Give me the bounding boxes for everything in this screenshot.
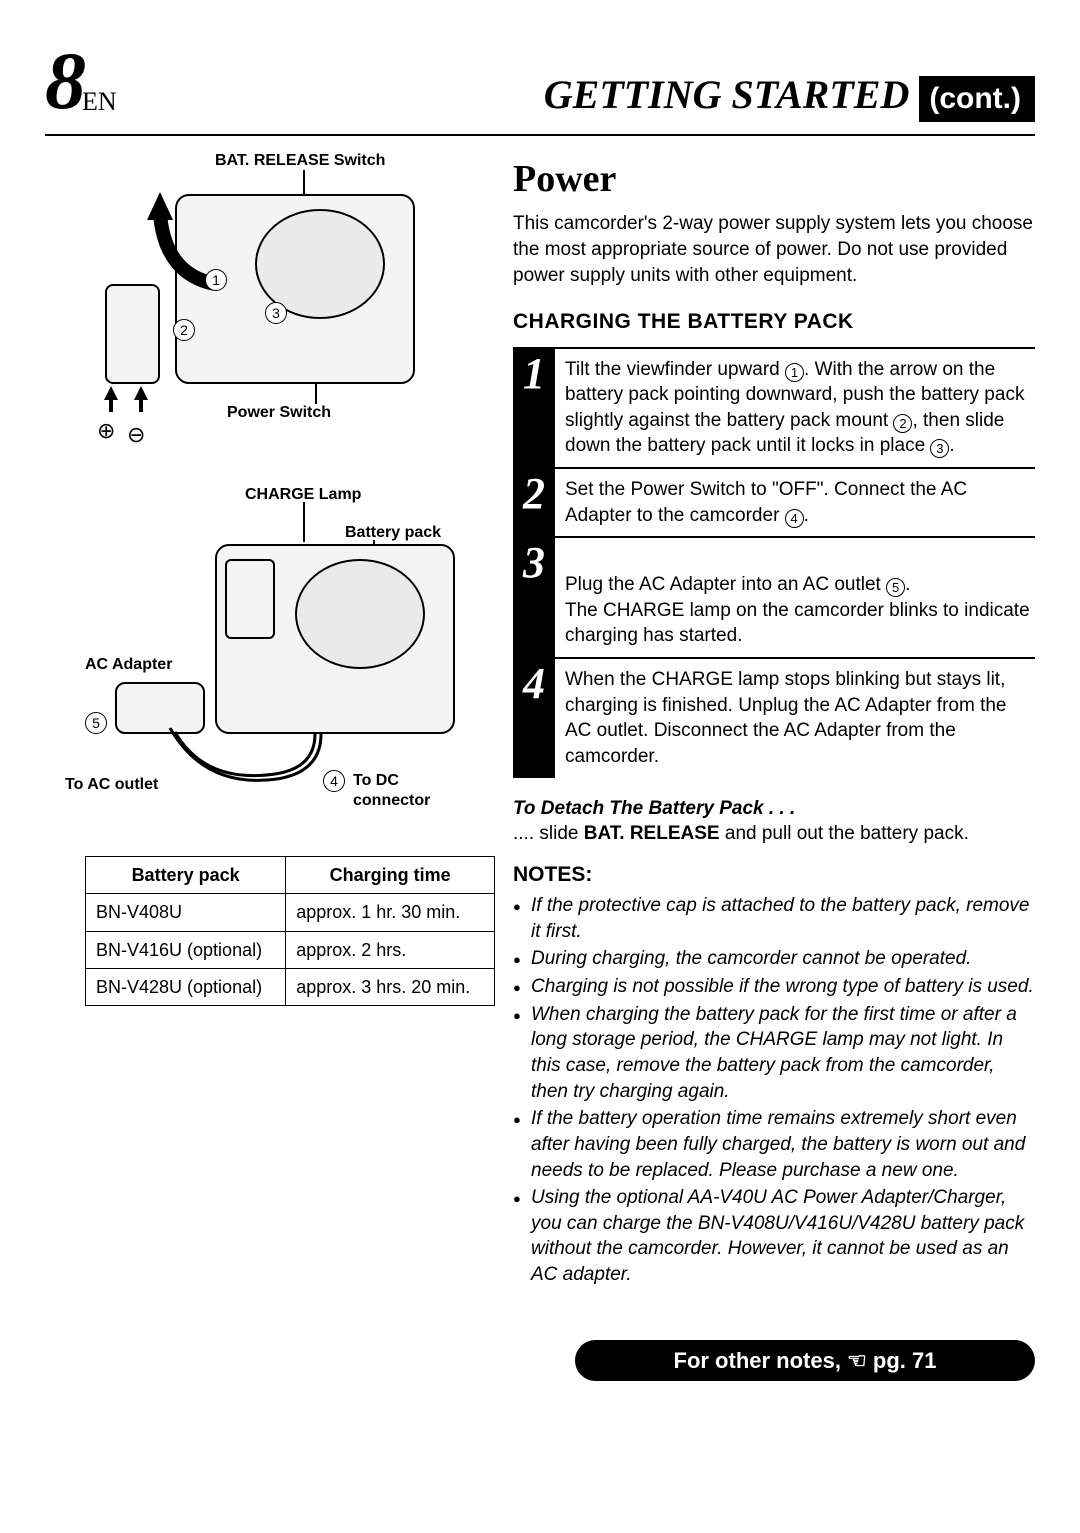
section-title-block: GETTING STARTED (cont.)	[544, 68, 1035, 123]
step: 3 Plug the AC Adapter into an AC outlet …	[513, 538, 1035, 659]
header-rule	[45, 134, 1035, 136]
page-lang: EN	[82, 87, 117, 116]
callout-5: 5	[85, 712, 107, 734]
step-number: 4	[513, 659, 555, 778]
step-number: 3	[513, 538, 555, 657]
to-ac-outlet-label: To AC outlet	[65, 774, 158, 796]
steps-list: 1 Tilt the viewfinder upward 1. With the…	[513, 347, 1035, 778]
step-text: Tilt the viewfinder upward 1. With the a…	[565, 355, 1035, 460]
page-number: 8EN	[45, 40, 117, 122]
step-text: When the CHARGE lamp stops blinking but …	[565, 665, 1035, 770]
step: 2 Set the Power Switch to "OFF". Connect…	[513, 469, 1035, 538]
callout-4: 4	[323, 770, 345, 792]
cont-badge: (cont.)	[919, 76, 1035, 123]
notes-heading: NOTES:	[513, 861, 1035, 889]
to-dc-label-1: To DC	[353, 770, 399, 792]
note-item: Charging is not possible if the wrong ty…	[513, 974, 1035, 1000]
diagram-bottom: CHARGE Lamp Battery pack AC Adapter 5 To…	[45, 484, 485, 834]
callout-1: 1	[205, 269, 227, 291]
bat-release-label: BAT. RELEASE Switch	[215, 150, 385, 172]
cable-icon	[165, 714, 335, 794]
diagram-top: BAT. RELEASE Switch 1 2 3	[45, 154, 485, 444]
step: 4 When the CHARGE lamp stops blinking bu…	[513, 659, 1035, 778]
notes-list: If the protective cap is attached to the…	[513, 893, 1035, 1288]
step-text: Set the Power Switch to "OFF". Connect t…	[565, 475, 1035, 528]
page-number-value: 8	[45, 35, 86, 126]
table-header-battery: Battery pack	[86, 857, 286, 894]
hand-icon: ☞	[847, 1346, 867, 1376]
table-header-time: Charging time	[286, 857, 495, 894]
table-row: BN-V408U approx. 1 hr. 30 min.	[86, 894, 495, 931]
battery-pack-label: Battery pack	[345, 522, 441, 544]
callout-3: 3	[265, 302, 287, 324]
charging-subheading: CHARGING THE BATTERY PACK	[513, 308, 1035, 336]
detach-heading: To Detach The Battery Pack . . .	[513, 796, 1035, 822]
step: 1 Tilt the viewfinder upward 1. With the…	[513, 349, 1035, 470]
table-row: BN-V428U (optional) approx. 3 hrs. 20 mi…	[86, 968, 495, 1005]
note-item: When charging the battery pack for the f…	[513, 1002, 1035, 1105]
callout-2: 2	[173, 319, 195, 341]
section-title: GETTING STARTED	[544, 68, 910, 122]
step-number: 1	[513, 349, 555, 468]
footer-notes-link: For other notes, ☞ pg. 71	[575, 1340, 1035, 1382]
step-number: 2	[513, 469, 555, 536]
table-row: BN-V416U (optional) approx. 2 hrs.	[86, 931, 495, 968]
step-text: Plug the AC Adapter into an AC outlet 5.…	[565, 544, 1035, 649]
charging-time-table: Battery pack Charging time BN-V408U appr…	[85, 856, 495, 1006]
note-item: If the battery operation time remains ex…	[513, 1106, 1035, 1183]
power-intro: This camcorder's 2-way power supply syst…	[513, 211, 1035, 288]
detach-text: .... slide BAT. RELEASE and pull out the…	[513, 821, 1035, 847]
note-item: If the protective cap is attached to the…	[513, 893, 1035, 944]
power-switch-label: Power Switch	[227, 402, 331, 424]
page-header: 8EN GETTING STARTED (cont.)	[45, 40, 1035, 122]
ac-adapter-label: AC Adapter	[85, 654, 172, 676]
power-heading: Power	[513, 154, 1035, 205]
note-item: Using the optional AA-V40U AC Power Adap…	[513, 1185, 1035, 1288]
note-item: During charging, the camcorder cannot be…	[513, 946, 1035, 972]
to-dc-label-2: connector	[353, 790, 430, 812]
